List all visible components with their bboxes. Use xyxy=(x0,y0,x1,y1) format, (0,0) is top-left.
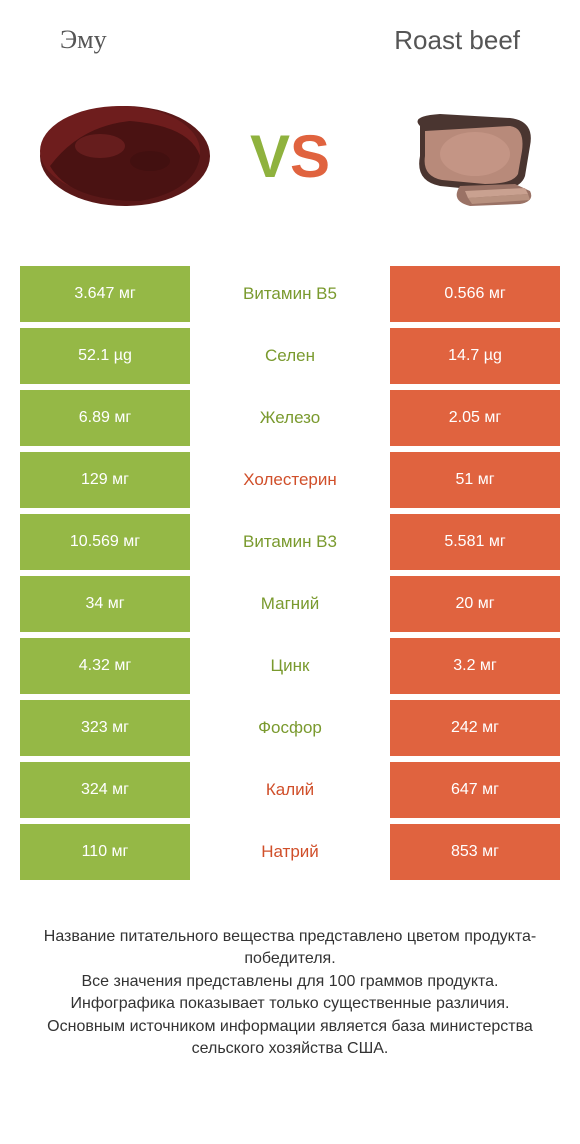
nutrient-label: Железо xyxy=(190,390,390,446)
right-value: 5.581 мг xyxy=(390,514,560,570)
vs-label: VS xyxy=(250,122,330,191)
table-row: 323 мгФосфор242 мг xyxy=(20,700,560,756)
vs-s: S xyxy=(290,123,330,190)
left-value: 34 мг xyxy=(20,576,190,632)
right-value: 14.7 µg xyxy=(390,328,560,384)
footer-line: Название питательного вещества представл… xyxy=(20,926,560,971)
header: Эму Roast beef xyxy=(0,0,580,66)
images-row: VS xyxy=(0,66,580,266)
left-food-image xyxy=(30,86,210,226)
right-value: 242 мг xyxy=(390,700,560,756)
vs-v: V xyxy=(250,123,290,190)
table-row: 110 мгНатрий853 мг xyxy=(20,824,560,880)
right-value: 51 мг xyxy=(390,452,560,508)
table-row: 6.89 мгЖелезо2.05 мг xyxy=(20,390,560,446)
footer-line: Инфографика показывает только существенн… xyxy=(20,993,560,1015)
footer-line: Все значения представлены для 100 граммо… xyxy=(20,971,560,993)
nutrient-label: Витамин B5 xyxy=(190,266,390,322)
nutrient-label: Селен xyxy=(190,328,390,384)
nutrient-label: Фосфор xyxy=(190,700,390,756)
nutrient-label: Магний xyxy=(190,576,390,632)
right-value: 3.2 мг xyxy=(390,638,560,694)
left-value: 6.89 мг xyxy=(20,390,190,446)
table-row: 34 мгМагний20 мг xyxy=(20,576,560,632)
table-row: 324 мгКалий647 мг xyxy=(20,762,560,818)
table-row: 10.569 мгВитамин B35.581 мг xyxy=(20,514,560,570)
nutrition-table: 3.647 мгВитамин B50.566 мг 52.1 µgСелен14… xyxy=(0,266,580,880)
table-row: 3.647 мгВитамин B50.566 мг xyxy=(20,266,560,322)
right-food-image xyxy=(370,86,550,226)
right-value: 647 мг xyxy=(390,762,560,818)
left-value: 52.1 µg xyxy=(20,328,190,384)
table-row: 4.32 мгЦинк3.2 мг xyxy=(20,638,560,694)
right-value: 0.566 мг xyxy=(390,266,560,322)
nutrient-label: Калий xyxy=(190,762,390,818)
nutrient-label: Холестерин xyxy=(190,452,390,508)
right-value: 2.05 мг xyxy=(390,390,560,446)
footer-line: Основным источником информации является … xyxy=(20,1016,560,1061)
left-value: 10.569 мг xyxy=(20,514,190,570)
left-value: 110 мг xyxy=(20,824,190,880)
left-value: 129 мг xyxy=(20,452,190,508)
left-value: 323 мг xyxy=(20,700,190,756)
left-value: 3.647 мг xyxy=(20,266,190,322)
nutrient-label: Цинк xyxy=(190,638,390,694)
right-value: 20 мг xyxy=(390,576,560,632)
nutrient-label: Натрий xyxy=(190,824,390,880)
table-row: 129 мгХолестерин51 мг xyxy=(20,452,560,508)
right-value: 853 мг xyxy=(390,824,560,880)
roast-beef-icon xyxy=(390,106,550,216)
left-value: 4.32 мг xyxy=(20,638,190,694)
right-food-title: Roast beef xyxy=(394,25,520,56)
left-food-title: Эму xyxy=(60,25,107,56)
left-value: 324 мг xyxy=(20,762,190,818)
emu-meat-icon xyxy=(30,96,210,216)
table-row: 52.1 µgСелен14.7 µg xyxy=(20,328,560,384)
nutrient-label: Витамин B3 xyxy=(190,514,390,570)
footer-notes: Название питательного вещества представл… xyxy=(0,886,580,1060)
